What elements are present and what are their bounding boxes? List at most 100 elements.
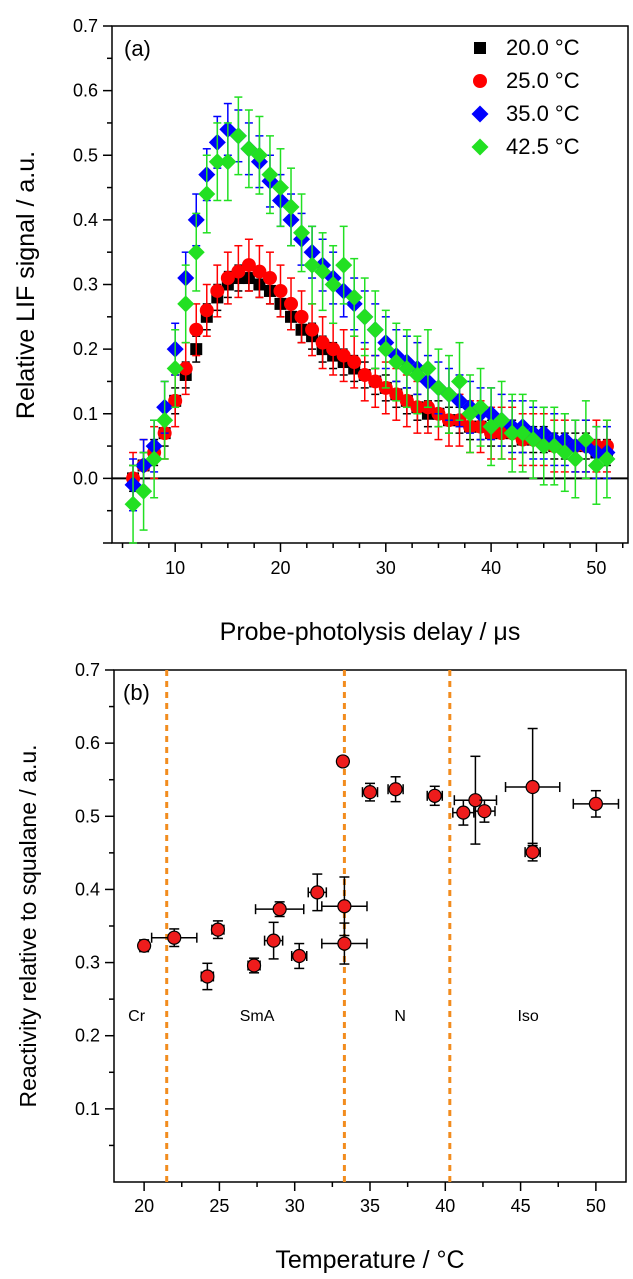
data-point-group bbox=[572, 789, 620, 818]
y-tick-label-a: 0.3 bbox=[73, 275, 98, 295]
x-axis-title-a: Probe-photolysis delay / μs bbox=[220, 618, 521, 646]
data-point bbox=[250, 146, 268, 164]
data-marks-a bbox=[124, 96, 616, 544]
data-point-group bbox=[263, 921, 284, 960]
x-tick-label-b: 25 bbox=[209, 1196, 229, 1216]
data-point bbox=[377, 340, 395, 358]
data-point bbox=[419, 360, 437, 378]
data-point bbox=[292, 948, 307, 964]
data-point bbox=[362, 785, 378, 800]
data-point bbox=[577, 431, 595, 449]
data-point bbox=[366, 321, 384, 339]
data-point bbox=[477, 804, 492, 819]
data-point-group bbox=[137, 938, 152, 953]
legend-label: 20.0 °C bbox=[506, 35, 580, 60]
data-point bbox=[293, 224, 311, 242]
legend-label: 35.0 °C bbox=[506, 101, 580, 126]
data-point bbox=[220, 271, 235, 286]
data-point bbox=[262, 271, 277, 286]
axes-b: 20 25 30 35 40 45 50 0.1 0.2 0.3 0.4 0.5 0.6 0.7 bbox=[75, 660, 606, 1216]
data-point-group bbox=[307, 873, 328, 912]
data-point bbox=[324, 276, 342, 293]
data-point bbox=[427, 788, 442, 803]
data-point bbox=[310, 885, 325, 900]
y-tick-label-b: 0.3 bbox=[75, 953, 100, 973]
y-tick-label-a: 0.1 bbox=[73, 404, 98, 424]
y-tick-label-a: 0.4 bbox=[73, 210, 98, 230]
data-point bbox=[566, 450, 584, 468]
x-tick-label-b: 45 bbox=[511, 1196, 531, 1216]
y-tick-label-a: 0.2 bbox=[73, 339, 98, 359]
data-point bbox=[178, 361, 193, 376]
data-point bbox=[347, 355, 362, 370]
data-point bbox=[588, 796, 603, 811]
data-point bbox=[271, 179, 289, 197]
y-tick-label-b: 0.1 bbox=[75, 1099, 100, 1119]
data-point bbox=[189, 322, 204, 337]
data-point bbox=[282, 198, 300, 216]
data-point bbox=[229, 127, 247, 145]
data-point bbox=[503, 424, 521, 442]
data-point bbox=[493, 411, 511, 429]
data-point-group bbox=[387, 776, 404, 803]
data-point-group bbox=[210, 920, 226, 940]
data-point bbox=[246, 958, 262, 973]
x-tick-label-a: 50 bbox=[586, 558, 606, 578]
data-point bbox=[388, 782, 403, 797]
legend-marker bbox=[473, 74, 487, 88]
data-marks-b bbox=[137, 727, 620, 991]
data-point bbox=[241, 258, 256, 273]
data-point-group bbox=[335, 754, 350, 769]
x-tick-label-b: 50 bbox=[586, 1196, 606, 1216]
phase-label: SmA bbox=[240, 1008, 275, 1025]
x-tick-label-a: 20 bbox=[270, 558, 290, 578]
axes-a: 10 20 30 40 50 0.0 0.1 0.2 0.3 0.4 0.5 0.6 0.7 bbox=[73, 16, 624, 578]
x-tick-label-b: 30 bbox=[285, 1196, 305, 1216]
panel-label-a: (a) bbox=[124, 36, 151, 61]
data-point bbox=[208, 153, 226, 171]
data-point-group bbox=[321, 876, 368, 937]
panel-a: 10 20 30 40 50 0.0 0.1 0.2 0.3 0.4 0.5 0.6 0.7 20.0 … bbox=[12, 16, 629, 646]
data-point bbox=[337, 899, 352, 914]
data-point bbox=[294, 309, 309, 324]
data-point bbox=[177, 295, 195, 313]
data-point bbox=[335, 256, 353, 274]
data-point-group bbox=[290, 942, 308, 970]
data-point bbox=[357, 367, 372, 382]
data-point bbox=[210, 283, 225, 298]
phase-label: Iso bbox=[517, 1008, 538, 1025]
data-point bbox=[167, 930, 182, 945]
phase-label: N bbox=[394, 1008, 406, 1025]
panel-b: Cr SmA N Iso 20 25 30 35 40 45 50 0.1 0.2 0.3 0.4 0.5 0… bbox=[15, 660, 627, 1274]
y-tick-label-b: 0.4 bbox=[75, 879, 100, 899]
data-point bbox=[336, 348, 351, 363]
data-point bbox=[145, 450, 163, 468]
data-point bbox=[272, 902, 287, 917]
panel-label-b: (b) bbox=[123, 680, 150, 705]
data-point-group bbox=[254, 901, 305, 918]
phase-label: Cr bbox=[128, 1008, 146, 1025]
data-point bbox=[198, 185, 216, 203]
data-point bbox=[451, 372, 469, 390]
x-tick-label-a: 30 bbox=[376, 558, 396, 578]
data-point bbox=[525, 779, 540, 795]
data-point bbox=[137, 938, 152, 953]
data-point-group bbox=[321, 922, 368, 965]
data-point bbox=[326, 342, 341, 357]
data-point bbox=[368, 374, 383, 389]
x-tick-label-a: 40 bbox=[481, 558, 501, 578]
data-point bbox=[356, 308, 374, 326]
y-axis-title-a: Relative LIF signal / a.u. bbox=[12, 151, 40, 419]
plot-area-b bbox=[113, 669, 627, 1183]
data-point bbox=[305, 322, 320, 337]
data-point-group bbox=[246, 957, 262, 974]
data-point-group bbox=[361, 782, 379, 802]
y-tick-label-a: 0.7 bbox=[73, 16, 98, 36]
data-point bbox=[156, 411, 174, 429]
data-point bbox=[266, 933, 281, 948]
legend-marker bbox=[474, 42, 486, 54]
data-point bbox=[135, 482, 153, 500]
y-tick-label-a: 0.5 bbox=[73, 145, 98, 165]
y-axis-title-b: Reactivity relative to squalane / a.u. bbox=[15, 744, 41, 1107]
data-point bbox=[284, 296, 299, 311]
